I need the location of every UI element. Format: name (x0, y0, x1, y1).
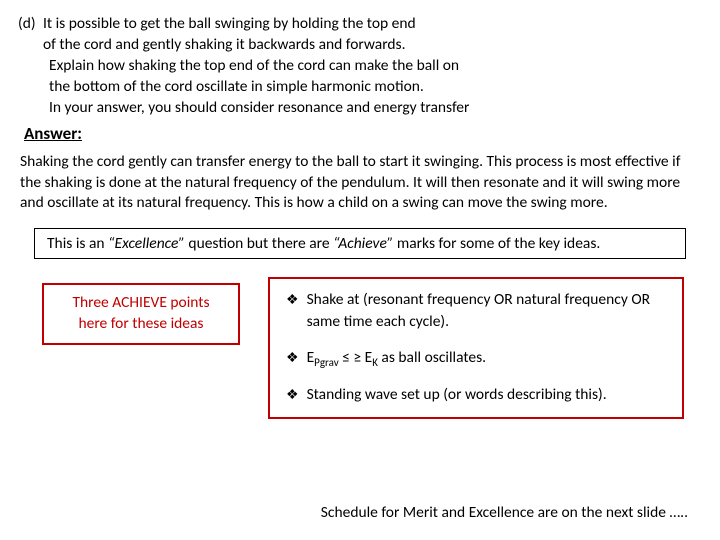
question-line-1: It is possible to get the ball swinging … (43, 14, 416, 35)
question-label: (d) (18, 14, 43, 33)
excellence-emph-2: “Achieve” (333, 234, 393, 253)
diamond-icon: ❖ (286, 289, 299, 311)
point-item-1: ❖ Shake at (resonant frequency OR natura… (286, 289, 666, 332)
diamond-icon: ❖ (286, 347, 299, 369)
points-box: ❖ Shake at (resonant frequency OR natura… (268, 277, 684, 418)
question-line-5: In your answer, you should consider reso… (18, 98, 702, 119)
diamond-icon: ❖ (286, 384, 299, 406)
question-line-3: Explain how shaking the top end of the c… (18, 56, 702, 77)
excellence-prefix: This is an (47, 234, 108, 253)
answer-label: Answer: (24, 123, 702, 144)
footer-next-slide: Schedule for Merit and Excellence are on… (321, 503, 688, 522)
answer-body: Shaking the cord gently can transfer ene… (20, 152, 700, 215)
point-1-text: Shake at (resonant frequency OR natural … (307, 289, 666, 332)
excellence-note-box: This is an “Excellence” question but the… (34, 228, 686, 259)
achieve-line-1: Three ACHIEVE points (58, 293, 224, 314)
point-2-text: EPgrav ≤ ≥ EK as ball oscillates. (307, 347, 487, 370)
point-item-2: ❖ EPgrav ≤ ≥ EK as ball oscillates. (286, 347, 666, 370)
excellence-emph-1: “Excellence” (108, 234, 185, 253)
point-3-text: Standing wave set up (or words describin… (307, 384, 607, 406)
question-line-4: the bottom of the cord oscillate in simp… (18, 77, 702, 98)
point-item-3: ❖ Standing wave set up (or words describ… (286, 384, 666, 406)
achieve-line-2: here for these ideas (58, 314, 224, 335)
question-line-2: of the cord and gently shaking it backwa… (18, 35, 702, 56)
excellence-mid: question but there are (185, 234, 333, 253)
excellence-suffix: marks for some of the key ideas. (393, 234, 600, 253)
lower-row: Three ACHIEVE points here for these idea… (18, 277, 702, 418)
achieve-box: Three ACHIEVE points here for these idea… (42, 283, 240, 345)
question-block: (d) It is possible to get the ball swing… (18, 14, 702, 119)
